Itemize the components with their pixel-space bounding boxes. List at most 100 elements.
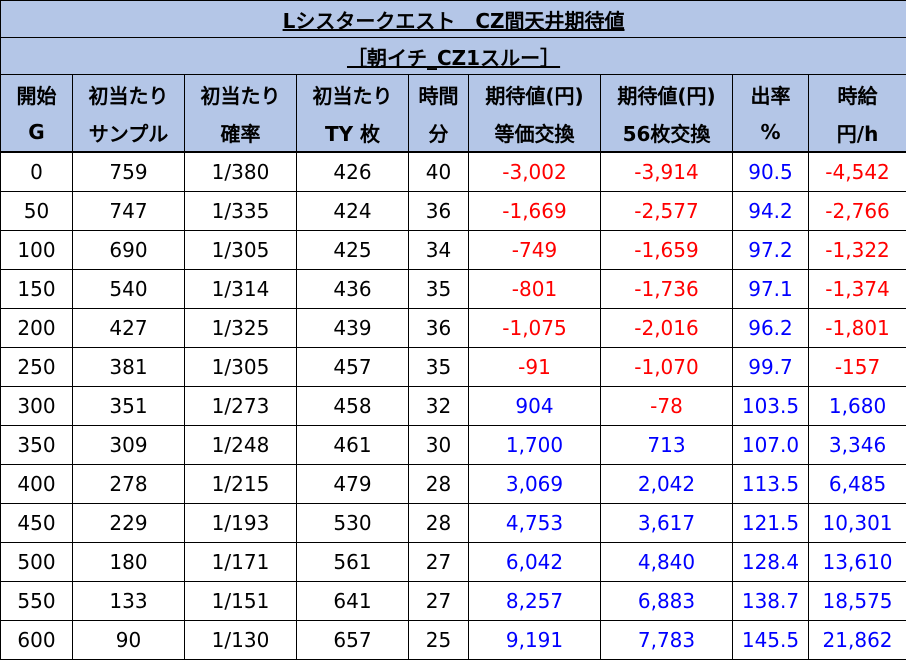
table-cell: 1/380	[185, 152, 297, 192]
table-cell: 1/325	[185, 309, 297, 348]
table-cell: 90	[73, 621, 185, 660]
table-cell: 530	[297, 504, 409, 543]
table-cell: 100	[1, 231, 73, 270]
table-cell: 278	[73, 465, 185, 504]
table-cell: 351	[73, 387, 185, 426]
table-cell: 458	[297, 387, 409, 426]
table-cell: 4,840	[601, 543, 733, 582]
table-cell: -1,374	[809, 270, 906, 309]
table-cell: 200	[1, 309, 73, 348]
table-cell: -1,801	[809, 309, 906, 348]
table-cell: 94.2	[733, 192, 809, 231]
table-cell: 27	[409, 543, 469, 582]
column-header-top: 初当たり	[73, 75, 185, 114]
table-cell: 28	[409, 504, 469, 543]
column-header-bottom: サンプル	[73, 113, 185, 152]
table-cell: 1/193	[185, 504, 297, 543]
table-cell: 309	[73, 426, 185, 465]
table-cell: 759	[73, 152, 185, 192]
column-header-top: 初当たり	[297, 75, 409, 114]
table-cell: 3,617	[601, 504, 733, 543]
table-title: Lシスタークエスト CZ間天井期待値	[283, 9, 625, 33]
table-cell: 300	[1, 387, 73, 426]
table-cell: -3,914	[601, 152, 733, 192]
table-cell: 34	[409, 231, 469, 270]
table-cell: 439	[297, 309, 409, 348]
table-cell: 424	[297, 192, 409, 231]
table-cell: -2,766	[809, 192, 906, 231]
header-row-1: 開始初当たり初当たり初当たり時間期待値(円)期待値(円)出率時給	[1, 75, 906, 114]
table-cell: 96.2	[733, 309, 809, 348]
table-cell: 90.5	[733, 152, 809, 192]
table-cell: 479	[297, 465, 409, 504]
table-cell: 8,257	[469, 582, 601, 621]
table-cell: 103.5	[733, 387, 809, 426]
column-header-top: 初当たり	[185, 75, 297, 114]
table-cell: 690	[73, 231, 185, 270]
table-title-cell: Lシスタークエスト CZ間天井期待値	[1, 1, 906, 38]
table-cell: 600	[1, 621, 73, 660]
table-cell: -1,736	[601, 270, 733, 309]
table-cell: 97.2	[733, 231, 809, 270]
table-cell: 540	[73, 270, 185, 309]
table-cell: -4,542	[809, 152, 906, 192]
column-header-bottom: %	[733, 113, 809, 152]
table-cell: -91	[469, 348, 601, 387]
table-cell: 3,069	[469, 465, 601, 504]
table-cell: 1,700	[469, 426, 601, 465]
table-cell: 6,485	[809, 465, 906, 504]
table-cell: 32	[409, 387, 469, 426]
table-cell: 1/314	[185, 270, 297, 309]
table-cell: 6,042	[469, 543, 601, 582]
table-cell: 550	[1, 582, 73, 621]
table-cell: 641	[297, 582, 409, 621]
table-cell: 50	[1, 192, 73, 231]
table-cell: 1/151	[185, 582, 297, 621]
table-cell: 1/305	[185, 231, 297, 270]
table-cell: 747	[73, 192, 185, 231]
table-cell: 21,862	[809, 621, 906, 660]
column-header-top: 時給	[809, 75, 906, 114]
column-header-bottom: 確率	[185, 113, 297, 152]
table-cell: 1/215	[185, 465, 297, 504]
table-cell: -1,070	[601, 348, 733, 387]
table-cell: 36	[409, 192, 469, 231]
table-cell: 13,610	[809, 543, 906, 582]
table-cell: 381	[73, 348, 185, 387]
table-cell: 561	[297, 543, 409, 582]
table-cell: 250	[1, 348, 73, 387]
column-header-bottom: 分	[409, 113, 469, 152]
column-header-bottom: G	[1, 113, 73, 152]
table-cell: 10,301	[809, 504, 906, 543]
table-cell: 121.5	[733, 504, 809, 543]
column-header-bottom: 等価交換	[469, 113, 601, 152]
table-cell: 657	[297, 621, 409, 660]
table-cell: 35	[409, 348, 469, 387]
table-cell: 400	[1, 465, 73, 504]
table-subtitle-cell: ［朝イチ_CZ1スルー］	[1, 38, 906, 75]
table-cell: 450	[1, 504, 73, 543]
table-cell: -2,577	[601, 192, 733, 231]
table-cell: 350	[1, 426, 73, 465]
table-cell: 229	[73, 504, 185, 543]
column-header-bottom: 円/h	[809, 113, 906, 152]
table-cell: -78	[601, 387, 733, 426]
table-cell: 4,753	[469, 504, 601, 543]
table-cell: 2,042	[601, 465, 733, 504]
table-cell: 500	[1, 543, 73, 582]
table-cell: -1,659	[601, 231, 733, 270]
table-cell: 18,575	[809, 582, 906, 621]
table-cell: 128.4	[733, 543, 809, 582]
column-header-top: 開始	[1, 75, 73, 114]
table-cell: 1/335	[185, 192, 297, 231]
